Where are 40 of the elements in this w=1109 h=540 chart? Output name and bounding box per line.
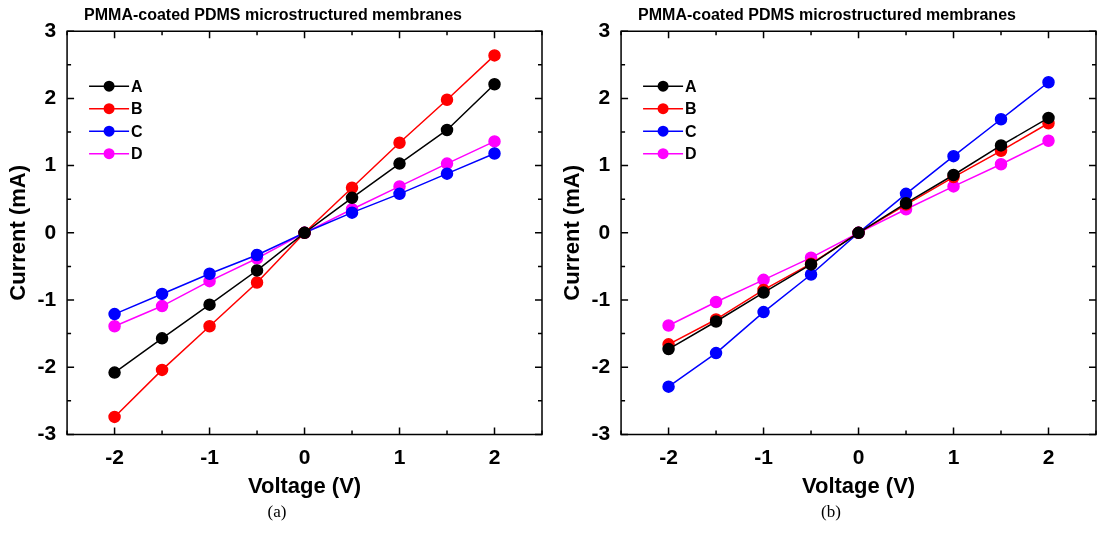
legend-label: B (685, 100, 697, 118)
y-tick-label: -3 (37, 421, 57, 445)
y-tick-label: 1 (44, 152, 57, 176)
y-tick-label: -2 (591, 354, 611, 377)
x-tick-label: 1 (393, 444, 406, 468)
y-tick-label: 0 (598, 219, 611, 243)
x-axis-title: Voltage (V) (247, 472, 362, 498)
x-tick-label: 2 (1042, 444, 1055, 468)
text: (b) (821, 502, 841, 522)
legend-label: D (131, 145, 143, 163)
y-tick-label: 0 (44, 219, 57, 243)
chart-title: PMMA-coated PDMS microstructured membranes (638, 6, 1017, 24)
legend-label: D (685, 145, 697, 163)
x-tick-label: -1 (754, 444, 774, 468)
y-tick-label: 1 (598, 152, 611, 176)
text: (a) (267, 502, 287, 522)
legend-label: B (131, 100, 143, 118)
x-tick-label: -2 (659, 444, 678, 468)
x-tick-label: 2 (488, 444, 501, 468)
y-tick-label: 2 (598, 85, 611, 109)
x-axis-title: Voltage (V) (801, 472, 916, 498)
y-tick-label: -1 (37, 286, 57, 310)
y-tick-label: -2 (37, 354, 57, 377)
y-tick-label: 2 (44, 85, 57, 109)
y-tick-label: -3 (591, 421, 611, 445)
x-tick-label: 0 (852, 444, 865, 468)
legend-label: A (131, 77, 144, 95)
x-tick-label: 1 (947, 444, 960, 468)
y-axis-title: Current (mA) (5, 164, 31, 301)
y-axis-title: Current (mA) (559, 164, 585, 301)
y-tick-label: -1 (591, 286, 611, 310)
x-tick-label: -1 (200, 444, 220, 468)
x-tick-label: 0 (298, 444, 311, 468)
y-tick-label: 3 (598, 18, 611, 41)
legend-label: A (685, 77, 698, 95)
chart-title: PMMA-coated PDMS microstructured membranes (84, 6, 463, 24)
legend-label: C (131, 122, 144, 140)
x-tick-label: -2 (105, 444, 124, 468)
legend-label: C (685, 122, 698, 140)
y-tick-label: 3 (44, 18, 57, 41)
